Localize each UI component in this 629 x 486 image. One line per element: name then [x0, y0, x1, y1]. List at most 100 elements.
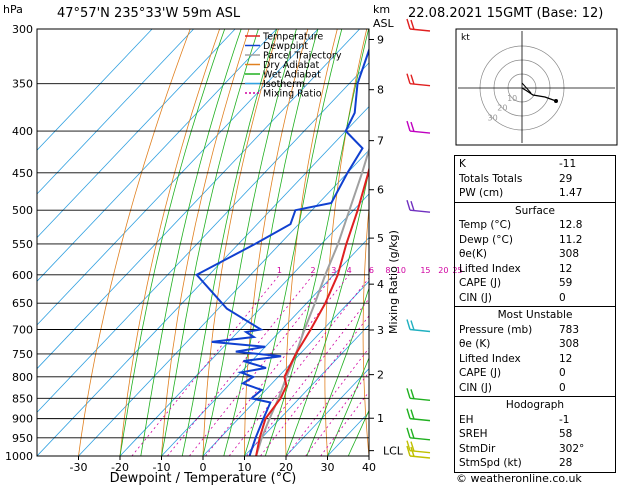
isotherm-line [37, 29, 236, 239]
mu-cin-value: 0 [559, 381, 566, 394]
mixing-ratio-label: 25 [452, 266, 462, 275]
wet-adiabat-line [327, 356, 369, 456]
stmspd-row: StmSpd (kt) 28 [459, 456, 611, 471]
surface-box: Surface Temp (°C) 12.8 Dewp (°C) 11.2 θe(K… [454, 202, 616, 307]
hodograph-title: Hodograph [505, 399, 565, 411]
wind-barb-shaft [409, 28, 431, 32]
wind-barb-flag [406, 427, 411, 439]
wind-barb [406, 319, 431, 333]
wind-barb-shaft [409, 82, 431, 87]
stmspd-value: 28 [559, 457, 573, 469]
wind-barb [406, 427, 431, 441]
wind-barb [406, 408, 431, 422]
km-tick-label: LCL [383, 445, 404, 458]
surface-li-row: Lifted Index 12 [459, 262, 611, 277]
x-tick-label: 40 [362, 461, 376, 474]
wet-adiabat-line [347, 409, 369, 456]
wet-adiabat-line [161, 29, 259, 456]
wind-barb-shaft [409, 209, 431, 213]
mixing-ratio-label: 15 [420, 266, 430, 275]
wind-barb-flag [410, 200, 415, 211]
km-unit: km [373, 3, 390, 16]
sreh-value: 58 [559, 428, 573, 440]
x-tick-label: -10 [153, 461, 171, 474]
mu-cin-label: CIN (J) [459, 381, 492, 394]
km-tick-label: 8 [377, 84, 384, 97]
km-tick-label: 2 [377, 369, 384, 382]
wind-barb-flag [410, 74, 415, 85]
wind-barb-flag [406, 73, 411, 84]
profile-lines [195, 47, 369, 456]
wind-barb-flag [410, 428, 415, 439]
eh-row: EH -1 [459, 413, 611, 428]
wind-barb-flag [406, 445, 411, 457]
mu-li-value: 12 [559, 352, 573, 365]
isotherm-line [161, 236, 369, 456]
isotherm-line [37, 105, 369, 456]
mixing-ratio-line [260, 315, 369, 456]
pressure-tick-label: 650 [12, 297, 33, 310]
surface-cin-value: 0 [559, 291, 566, 304]
pressure-tick-label: 1000 [5, 450, 33, 463]
km-tick-label: 6 [377, 184, 384, 197]
mixing-ratio-label: 20 [438, 266, 448, 275]
mixing-ratio-label: 3 [331, 266, 336, 275]
dry-adiabat-line [78, 29, 191, 456]
mu-theta-row: θe (K) 308 [459, 337, 611, 352]
isotherm-line [37, 29, 153, 151]
x-tick-label: 0 [200, 461, 207, 474]
dry-adiabat-line [119, 29, 220, 456]
legend-label: Temperature [262, 32, 323, 43]
wind-barb-shaft [409, 455, 431, 459]
wind-barb-flag [410, 389, 415, 400]
wind-barb-flag [410, 320, 415, 331]
mu-cin-row: CIN (J) 0 [459, 381, 611, 396]
mu-cape-row: CAPE (J) 0 [459, 366, 611, 381]
hodograph-ring-label: 30 [488, 113, 498, 122]
mu-theta-value: 308 [559, 338, 580, 350]
pressure-tick-label: 850 [12, 392, 33, 405]
pressure-axis: 300 350 400 450 500 550 600 650 700 750 800 850 900 9… [5, 23, 33, 463]
x-tick-label: -20 [111, 461, 129, 474]
wind-barb-flag [406, 388, 411, 399]
surface-dewp-label: Dewp (°C) [459, 233, 513, 246]
tt-label: Totals Totals [459, 172, 523, 185]
mu-li-row: Lifted Index 12 [459, 352, 611, 367]
mixing-ratio-line [205, 274, 350, 456]
temperature-line [255, 165, 369, 456]
parcel-trajectory-line [255, 146, 369, 456]
wind-barb [406, 440, 431, 454]
legend-label: Parcel Trajectory [263, 51, 342, 62]
surface-cin-label: CIN (J) [459, 291, 492, 304]
wet-adiabat-line [140, 29, 242, 456]
wind-barb-flag [406, 440, 411, 451]
wind-barb-flag [410, 441, 415, 452]
x-tick-label: 20 [279, 461, 293, 474]
surface-dewp-value: 11.2 [559, 233, 583, 246]
hodograph-ring-label: 10 [507, 94, 517, 103]
pressure-tick-label: 950 [12, 432, 33, 445]
pressure-tick-label: 300 [12, 23, 33, 36]
legend-label: Wet Adiabat [263, 70, 321, 81]
x-tick-label: -30 [70, 461, 88, 474]
hodograph-box: Hodograph EH -1 SREH 58 StmDir 302° StmSpd … [454, 397, 616, 473]
wind-barb [406, 388, 431, 402]
isotherm-line [78, 149, 369, 456]
surface-temp-label: Temp (°C) [459, 219, 512, 231]
wind-barb-flag [410, 121, 415, 132]
wind-barb [406, 18, 431, 32]
km-tick-label: 4 [377, 278, 384, 291]
wind-barb-flag [410, 19, 415, 30]
pressure-tick-label: 600 [12, 269, 33, 282]
mixing-ratio-line [305, 371, 369, 456]
stmdir-value: 302° [559, 442, 585, 455]
hodograph-unit: kt [461, 33, 470, 43]
pw-value: 1.47 [559, 187, 583, 199]
wind-barb-flag [406, 319, 411, 330]
wind-barb [406, 199, 431, 213]
hpa-unit: hPa [3, 3, 23, 16]
pressure-tick-label: 550 [12, 238, 33, 251]
